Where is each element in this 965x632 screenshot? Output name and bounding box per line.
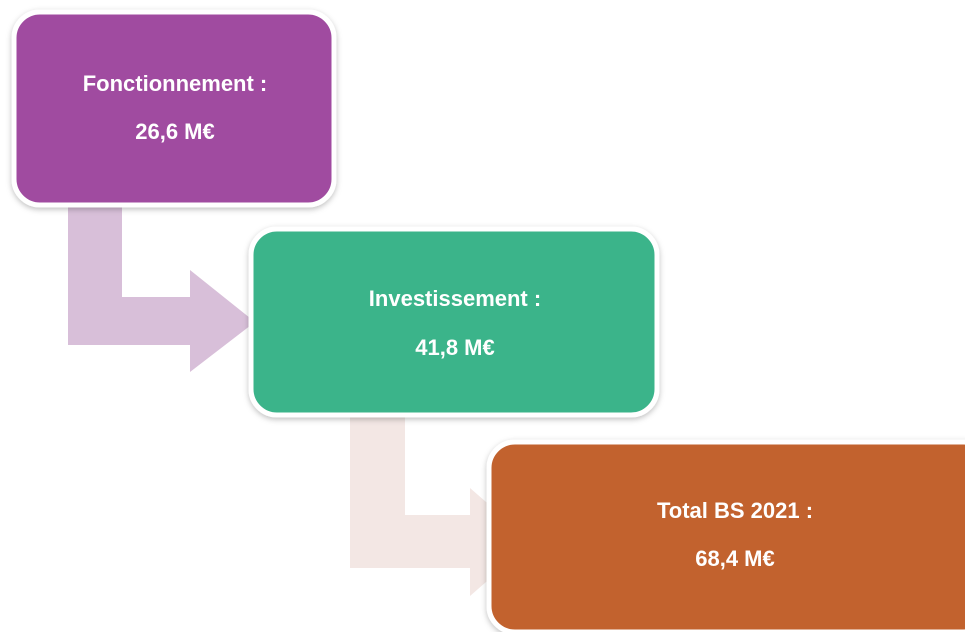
node-label: Total BS 2021 : [657,498,813,523]
node-box [248,226,660,418]
node-value: 41,8 M€ [415,335,495,360]
node: Fonctionnement : 26,6 M€ [11,9,337,208]
node-box [11,9,337,208]
node-value: 26,6 M€ [135,119,215,144]
node: Total BS 2021 : 68,4 M€ [486,439,965,632]
node-label: Investissement : [369,286,541,311]
node: Investissement : 41,8 M€ [248,226,660,418]
node-label: Fonctionnement : [83,71,268,96]
node-value: 68,4 M€ [695,546,775,571]
node-box [486,439,965,632]
arrow [68,205,255,372]
